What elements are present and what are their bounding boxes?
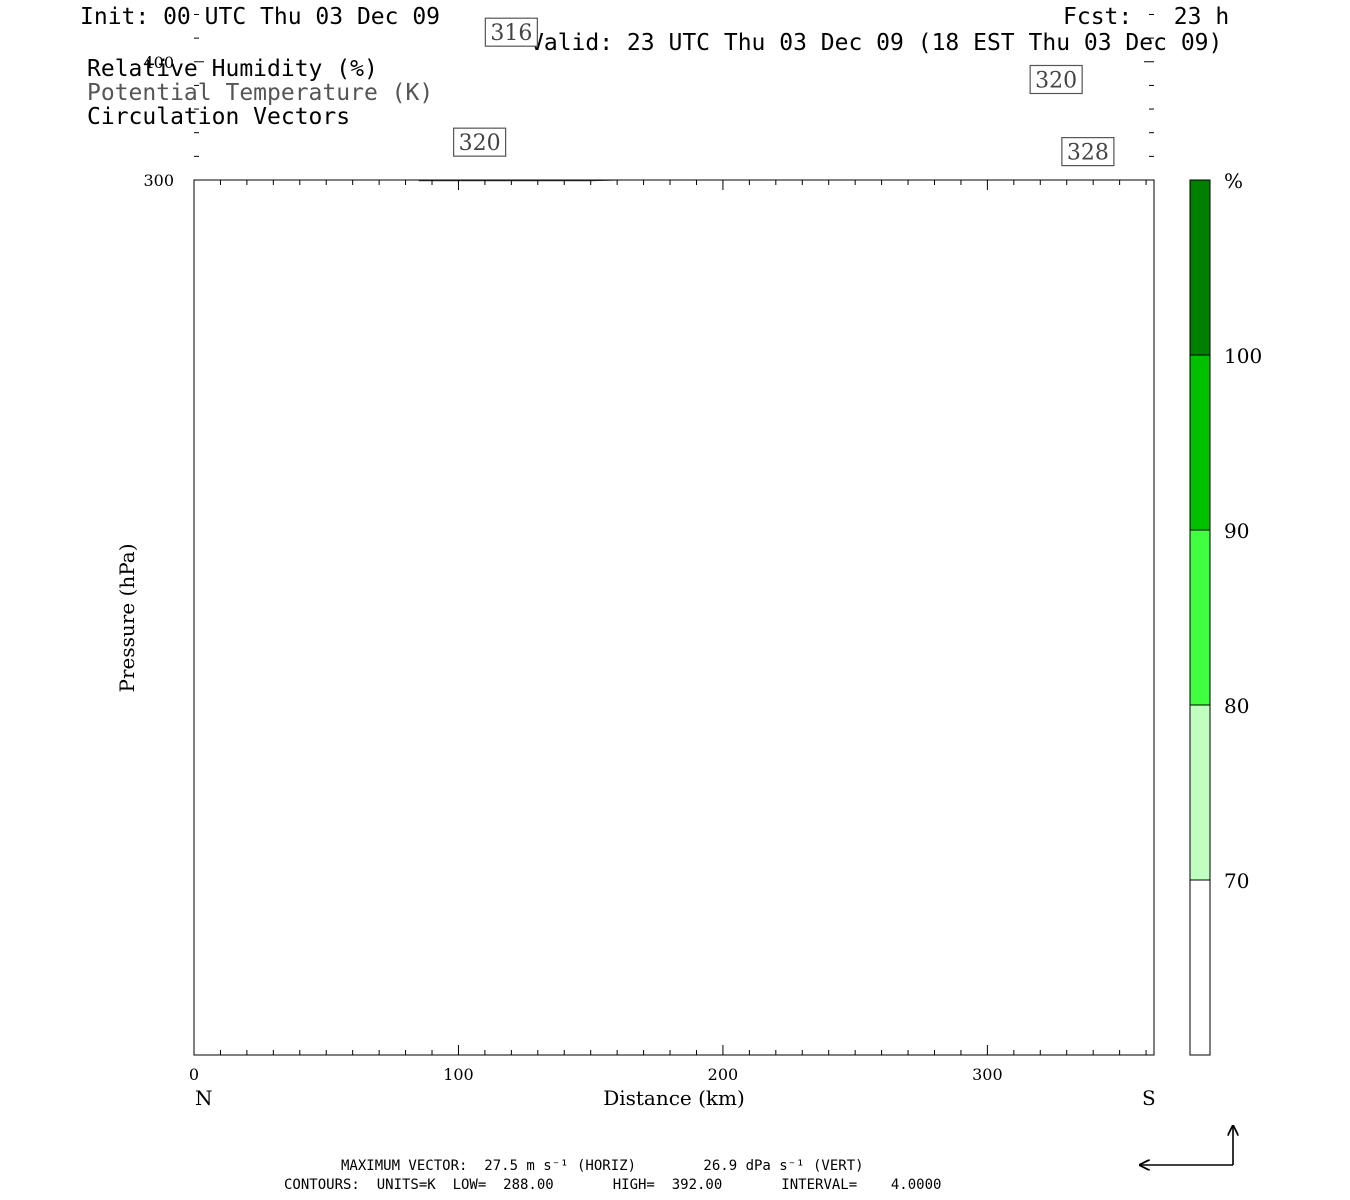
svg-text:328: 328 — [1067, 141, 1109, 166]
colorbar-unit: % — [1224, 169, 1243, 193]
colorbar-segment — [1189, 879, 1211, 1056]
theta-contour-320 — [194, 68, 1154, 145]
field-rh: Relative Humidity (%) — [87, 56, 378, 82]
valid-time: Valid: 23 UTC Thu 03 Dec 09 (18 EST Thu … — [530, 30, 1223, 56]
rh-region-70 — [485, 95, 697, 139]
contour-note: CONTOURS: UNITS=K LOW= 288.00 HIGH= 392.… — [284, 1177, 942, 1193]
contour-label-316: 316 — [484, 17, 538, 47]
colorbar-label: 70 — [1224, 869, 1249, 893]
colorbar-segment — [1189, 529, 1211, 706]
colorbar-label: 90 — [1224, 519, 1249, 543]
y-tick-label: 300 — [143, 171, 174, 190]
colorbar-segment — [1189, 179, 1211, 356]
theta-contour-328 — [418, 180, 637, 182]
max-vector-note: MAXIMUM VECTOR: 27.5 m s⁻¹ (HORIZ) 26.9 … — [341, 1158, 864, 1174]
colorbar-segment — [1189, 704, 1211, 881]
svg-text:320: 320 — [459, 131, 501, 156]
contour-label-328: 328 — [1061, 137, 1115, 167]
x-axis-label: Distance (km) — [603, 1086, 745, 1110]
colorbar-label: 80 — [1224, 694, 1249, 718]
contour-label-320: 320 — [453, 127, 507, 157]
x-tick-label: 100 — [443, 1065, 474, 1084]
colorbar-segment — [1189, 354, 1211, 531]
field-theta: Potential Temperature (K) — [87, 80, 434, 106]
x-tick-label: 300 — [972, 1065, 1003, 1084]
x-tick-label: 0 — [189, 1065, 199, 1084]
svg-text:320: 320 — [1035, 68, 1077, 93]
x-end-right: S — [1142, 1086, 1156, 1110]
svg-text:316: 316 — [490, 21, 532, 46]
plot-frame — [193, 179, 1155, 1056]
field-vectors: Circulation Vectors — [87, 104, 351, 130]
theta-contour-316 — [194, 0, 1154, 46]
x-end-left: N — [195, 1086, 213, 1110]
y-axis-label: Pressure (hPa) — [115, 544, 139, 693]
colorbar-label: 100 — [1224, 344, 1262, 368]
x-tick-label: 200 — [708, 1065, 739, 1084]
reference-vector — [1140, 1126, 1233, 1165]
init-time: Init: 00 UTC Thu 03 Dec 09 — [80, 4, 441, 30]
y-tick-label: 400 — [143, 53, 174, 72]
forecast-hour: Fcst: 23 h — [1063, 4, 1230, 30]
theta-contour-324 — [194, 107, 1154, 145]
contour-label-320: 320 — [1029, 64, 1083, 95]
